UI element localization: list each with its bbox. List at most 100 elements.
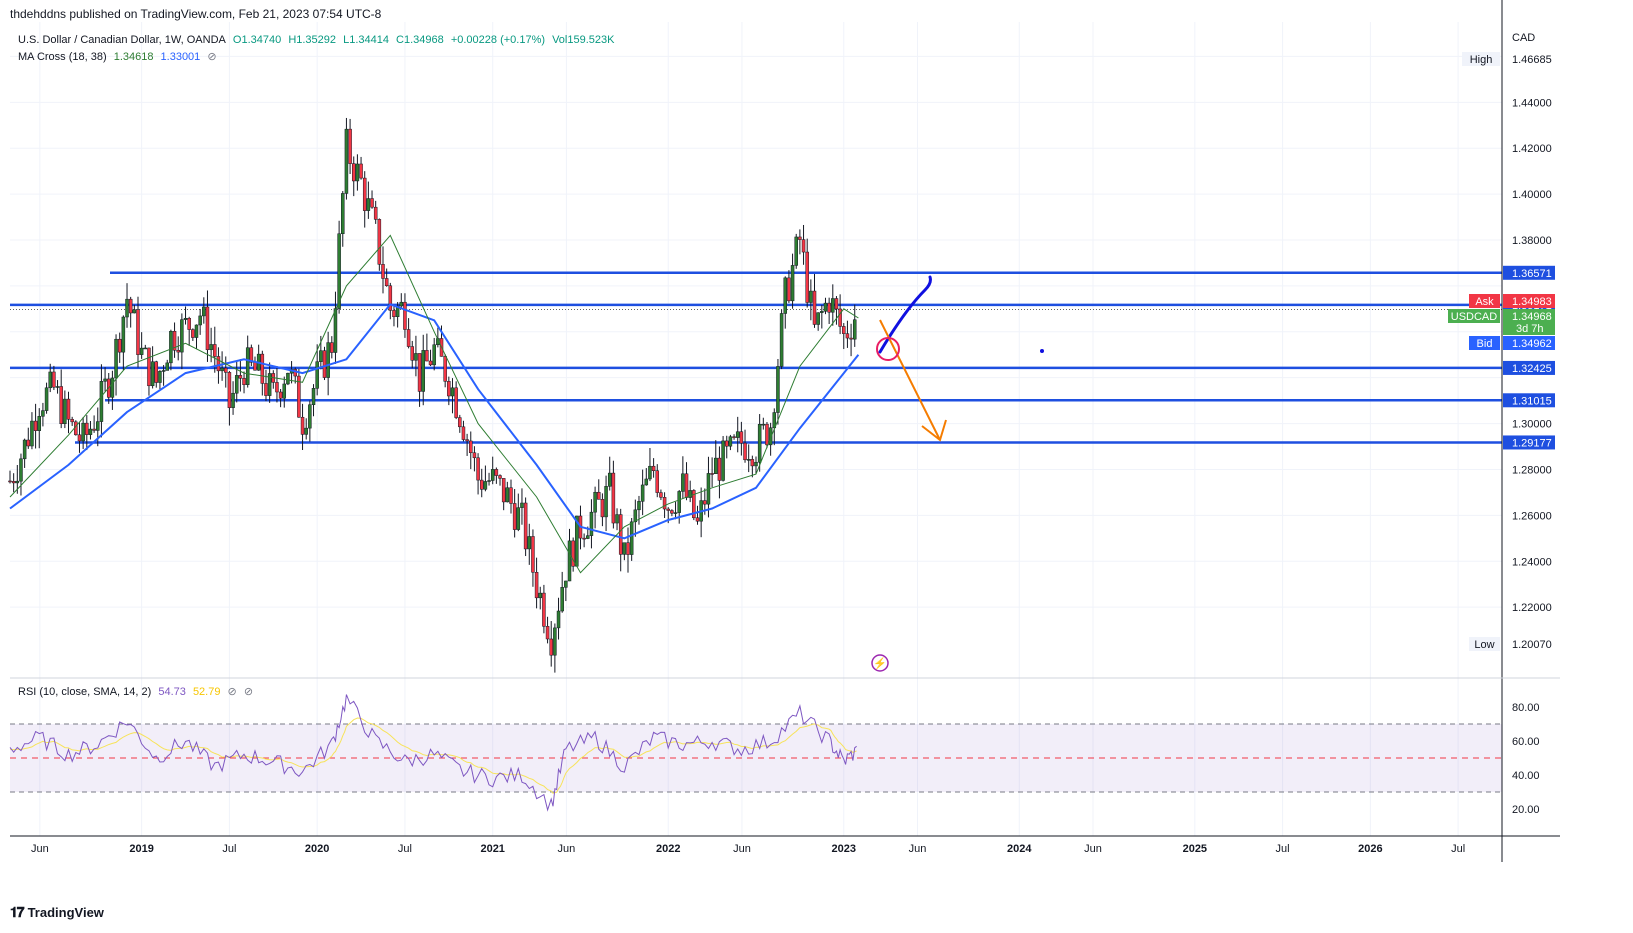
candle-body — [26, 439, 31, 447]
high-value: H1.35292 — [288, 34, 337, 46]
candle-body — [161, 370, 166, 372]
rsi-line — [9, 694, 857, 812]
last-label: USDCAD — [1451, 311, 1498, 323]
eye-off-icon[interactable]: ⊘ — [207, 51, 217, 63]
candle-body — [326, 342, 330, 378]
candle-body — [618, 514, 623, 555]
candle-body — [483, 481, 488, 490]
high-value: 1.46685 — [1512, 54, 1552, 66]
candle-body — [322, 350, 327, 378]
candle-body — [414, 353, 418, 361]
candle-body — [768, 427, 773, 446]
eye-off-icon[interactable]: ⊘ — [227, 686, 237, 698]
candle-body — [534, 572, 539, 599]
candle-body — [286, 372, 290, 385]
lightning-glyph: ⚡ — [873, 657, 887, 670]
candle-body — [761, 423, 766, 426]
candle-body — [487, 480, 491, 482]
time-tick-label: Jul — [398, 843, 412, 855]
price-tick-label: 1.44000 — [1512, 97, 1552, 109]
candle-body — [308, 404, 312, 429]
candle-body — [48, 371, 52, 389]
rsi-tick-label: 80.00 — [1512, 702, 1540, 714]
bid-value-box — [1503, 336, 1555, 350]
candle-body — [417, 353, 422, 392]
time-tick-label: Jul — [1451, 843, 1465, 855]
candle-body — [264, 383, 268, 396]
candle-body — [282, 383, 287, 399]
bid-label: Bid — [1477, 338, 1493, 350]
candle-body — [403, 301, 407, 330]
low-label-box — [1469, 637, 1500, 651]
candle-body — [341, 193, 345, 235]
candle-body — [373, 206, 378, 220]
candle-body — [150, 361, 155, 387]
candle-body — [465, 439, 469, 442]
candle-body — [432, 344, 436, 366]
orange-arrow-line — [879, 319, 941, 441]
candle-body — [15, 480, 20, 484]
time-tick-label: 2020 — [305, 843, 329, 855]
candle-body — [512, 503, 517, 530]
ask-label: Ask — [1475, 296, 1494, 308]
candle-body — [743, 442, 747, 461]
candle-body — [92, 428, 96, 431]
candle-body — [169, 331, 173, 364]
candle-body — [128, 298, 133, 314]
candle-body — [589, 511, 594, 536]
moving-averages — [9, 234, 860, 574]
candle-body — [662, 497, 667, 510]
candle-body — [556, 610, 561, 629]
high-label: High — [1470, 54, 1493, 66]
candle-body — [249, 347, 254, 363]
horizontal-levels — [10, 271, 1502, 444]
candle-body — [194, 324, 199, 338]
candle-body — [714, 457, 718, 474]
candle-body — [63, 398, 67, 424]
candle-body — [809, 290, 813, 303]
time-tick-label: 2019 — [129, 843, 153, 855]
candle-body — [362, 177, 367, 211]
candle-body — [37, 416, 42, 431]
eye-off-icon[interactable]: ⊘ — [243, 686, 254, 698]
candle-body — [827, 302, 831, 313]
candle-body — [838, 308, 842, 327]
last-value-box — [1503, 309, 1555, 323]
change-value: +0.00228 (+0.17%) — [450, 34, 546, 46]
time-tick-label: 2025 — [1183, 843, 1207, 855]
time-tick-label: Jun — [733, 843, 751, 855]
candle-body — [245, 347, 250, 385]
candle-body — [637, 501, 641, 511]
highlight-circle — [876, 337, 900, 361]
candle-body — [85, 422, 89, 435]
level-tag — [1503, 265, 1555, 280]
candle-body — [531, 536, 535, 573]
ma-legend[interactable]: MA Cross (18, 38) 1.34618 1.33001 ⊘ — [18, 50, 221, 63]
candle-body — [494, 469, 499, 476]
candle-body — [644, 478, 649, 486]
brand-name: TradingView — [27, 905, 104, 920]
candle-body — [70, 419, 74, 423]
candle-body — [81, 422, 85, 442]
rsi-legend[interactable]: RSI (10, close, SMA, 14, 2) 54.73 52.79 … — [18, 685, 257, 698]
close-value: C1.34968 — [396, 34, 444, 46]
tradingview-brand[interactable]: 𝟏𝟕 TradingView — [10, 904, 104, 921]
candle-body — [688, 490, 692, 498]
time-tick-label: Jul — [222, 843, 236, 855]
axes: 1.460001.440001.420001.400001.380001.300… — [10, 0, 1560, 862]
candle-body — [224, 367, 228, 373]
candle-body — [253, 362, 257, 371]
time-tick-label: Jun — [1084, 843, 1102, 855]
candle-body — [443, 356, 447, 382]
ma-slow-line — [9, 303, 860, 540]
candle-body — [213, 344, 217, 357]
ask-value-box — [1503, 294, 1555, 308]
candle-body — [651, 465, 656, 471]
candle-body — [450, 387, 455, 397]
candle-body — [695, 517, 700, 522]
candle-body — [136, 309, 140, 355]
candle-body — [571, 540, 575, 567]
candle-body — [59, 386, 63, 424]
candle-body — [692, 490, 696, 519]
